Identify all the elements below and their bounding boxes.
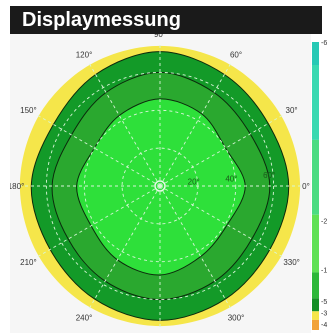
colorbar-label: -2 bbox=[321, 219, 327, 226]
colorbar: -6 -2 -1 -5 -3 -4 bbox=[311, 34, 331, 333]
colorbar-segment bbox=[312, 65, 319, 140]
radial-tick-label: 60° bbox=[263, 171, 275, 180]
colorbar-label: -1 bbox=[321, 268, 327, 275]
angle-tick-label: 180° bbox=[10, 182, 24, 191]
colorbar-segment bbox=[312, 311, 319, 320]
colorbar-label: -6 bbox=[321, 40, 327, 47]
angle-tick-label: 330° bbox=[283, 258, 300, 267]
radial-tick-label: 40° bbox=[225, 174, 237, 183]
grid-layer bbox=[18, 44, 302, 328]
colorbar-segment bbox=[312, 298, 319, 312]
angle-tick-label: 300° bbox=[228, 314, 245, 323]
labels-layer: 90°60°30°0°330°300°270°240°210°180°150°1… bbox=[8, 30, 310, 323]
colorbar-svg: -6 -2 -1 -5 -3 -4 bbox=[312, 40, 327, 330]
colorbar-segment bbox=[312, 319, 319, 330]
angle-tick-label: 210° bbox=[20, 258, 37, 267]
colorbar-label: -5 bbox=[321, 299, 327, 306]
angle-tick-label: 90° bbox=[154, 34, 166, 39]
colorbar-segment bbox=[312, 42, 319, 65]
colorbar-label: -3 bbox=[321, 311, 327, 318]
page-title: Displaymessung bbox=[10, 6, 322, 34]
radial-tick-label: 20° bbox=[188, 178, 200, 187]
angle-tick-label: 60° bbox=[230, 50, 242, 59]
colorbar-segment bbox=[312, 272, 319, 299]
plot-area: 90°60°30°0°330°300°270°240°210°180°150°1… bbox=[8, 30, 312, 333]
radial-grid-circle bbox=[45, 71, 275, 301]
angle-tick-label: 30° bbox=[286, 106, 298, 115]
colorbar-segment bbox=[312, 139, 319, 215]
radial-grid-circle bbox=[83, 109, 237, 263]
angle-tick-label: 240° bbox=[76, 314, 93, 323]
angle-tick-label: 120° bbox=[76, 50, 93, 59]
colorbar-segment bbox=[312, 214, 319, 273]
angle-tick-label: 0° bbox=[302, 182, 310, 191]
colorbar-labels: -6 -2 -1 -5 -3 -4 bbox=[321, 40, 327, 329]
polar-chart: 90°60°30°0°330°300°270°240°210°180°150°1… bbox=[8, 30, 310, 328]
colorbar-segments bbox=[312, 42, 319, 330]
colorbar-label: -4 bbox=[321, 322, 327, 329]
center-marker bbox=[154, 180, 166, 192]
angle-tick-label: 150° bbox=[20, 106, 37, 115]
